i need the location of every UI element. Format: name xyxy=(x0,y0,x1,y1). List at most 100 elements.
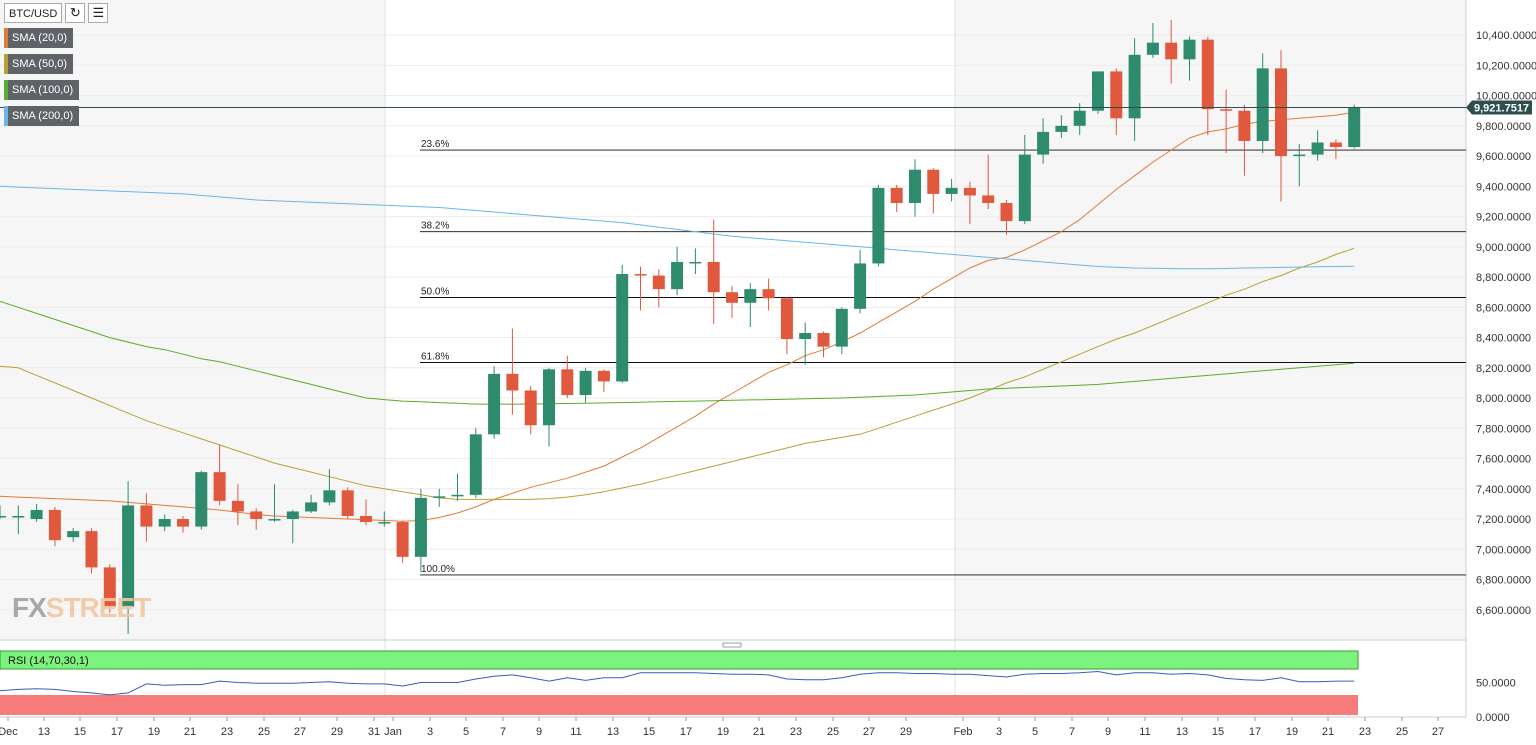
candle-body xyxy=(652,275,665,290)
candle-body xyxy=(323,490,336,503)
candle-body xyxy=(1311,142,1324,155)
candle-body xyxy=(1329,142,1342,148)
symbol-label[interactable]: BTC/USD xyxy=(4,3,63,23)
sma-line xyxy=(0,247,1355,500)
x-tick-label: 15 xyxy=(74,726,86,738)
y-tick-label: 6,800.0000 xyxy=(1476,575,1531,587)
legend-sma-20[interactable]: SMA (20,0) xyxy=(4,28,74,48)
legend-sma-200[interactable]: SMA (200,0) xyxy=(4,106,80,126)
x-tick-label: 23 xyxy=(1359,726,1371,738)
candle-body xyxy=(909,169,921,203)
last-price-tag xyxy=(1466,100,1532,115)
candle-body xyxy=(469,434,482,495)
y-tick-label: 7,600.0000 xyxy=(1476,454,1531,466)
candle-body xyxy=(1348,107,1361,148)
rsi-legend-label[interactable]: RSI (14,70,30,1) xyxy=(8,655,89,667)
candle-body xyxy=(122,505,135,607)
candle-body xyxy=(597,370,610,382)
candle-body xyxy=(634,274,647,276)
fib-level-label: 38.2% xyxy=(421,221,449,232)
legend-sma-50[interactable]: SMA (50,0) xyxy=(4,54,74,74)
y-tick-label: 7,200.0000 xyxy=(1476,514,1531,526)
refresh-icon[interactable]: ↻ xyxy=(65,3,86,23)
sma-line xyxy=(0,185,1355,270)
x-tick-label: 27 xyxy=(863,726,875,738)
fib-level-label: 61.8% xyxy=(421,352,449,363)
candle-body xyxy=(1146,42,1159,55)
x-tick-label: 29 xyxy=(331,726,343,738)
y-tick-label: 9,800.0000 xyxy=(1476,121,1531,133)
rsi-tick-label: 50.0000 xyxy=(1476,678,1516,690)
candle-body xyxy=(195,472,208,527)
x-tick-label: 23 xyxy=(221,726,233,738)
x-tick-label: 3 xyxy=(427,726,433,738)
fib-level-label: 50.0% xyxy=(421,286,449,297)
legend-swatch xyxy=(4,80,8,100)
candle-body xyxy=(524,390,537,426)
logo-part2: STREET xyxy=(45,592,151,623)
x-tick-label: 25 xyxy=(827,726,839,738)
x-tick-label: 31 xyxy=(368,726,380,738)
candle-body xyxy=(488,373,501,435)
candle-body xyxy=(1201,39,1214,110)
x-tick-label: Dec xyxy=(0,726,18,738)
candle-body xyxy=(744,289,757,303)
candle-body xyxy=(158,519,171,527)
y-tick-label: 10,000.0000 xyxy=(1476,91,1536,103)
y-tick-label: 7,000.0000 xyxy=(1476,544,1531,556)
candle-body xyxy=(231,500,244,512)
legend-label: SMA (200,0) xyxy=(12,110,74,122)
candle-body xyxy=(177,519,189,527)
x-tick-label: 19 xyxy=(717,726,729,738)
x-tick-label: Jan xyxy=(384,726,402,738)
candle-body xyxy=(854,263,867,309)
chart-toolbar: BTC/USD ↻ ☰ xyxy=(4,3,109,23)
candle-body xyxy=(103,567,116,607)
x-tick-label: 15 xyxy=(643,726,655,738)
x-tick-label: 5 xyxy=(1032,726,1038,738)
candle-body xyxy=(1165,42,1178,60)
x-tick-label: 17 xyxy=(1249,726,1261,738)
x-tick-label: 13 xyxy=(607,726,619,738)
y-tick-label: 10,400.0000 xyxy=(1476,30,1536,42)
fib-level-label: 100.0% xyxy=(421,564,455,575)
candle-body xyxy=(817,333,830,347)
x-tick-label: 25 xyxy=(258,726,270,738)
candle-body xyxy=(12,516,25,518)
candle-body xyxy=(268,519,281,521)
candle-body xyxy=(872,187,885,264)
candle-body xyxy=(30,509,43,520)
candle-body xyxy=(1275,68,1287,157)
candle-body xyxy=(671,261,684,290)
y-tick-label: 9,200.0000 xyxy=(1476,212,1531,224)
candle-body xyxy=(945,187,958,194)
candle-body xyxy=(250,511,263,520)
candle-body xyxy=(1000,202,1013,222)
fib-level-label: 23.6% xyxy=(421,139,449,150)
x-tick-label: 9 xyxy=(536,726,542,738)
last-price-label: 9,921.7517 xyxy=(1474,102,1529,114)
candle-body xyxy=(433,496,446,498)
legend-swatch xyxy=(4,106,8,126)
rsi-line xyxy=(0,670,1355,696)
x-tick-label: 7 xyxy=(500,726,506,738)
indicator-settings-icon[interactable]: ☰ xyxy=(88,3,109,23)
sma-line xyxy=(0,111,1355,522)
candle-body xyxy=(414,497,427,557)
y-tick-label: 8,000.0000 xyxy=(1476,393,1531,405)
x-tick-label: Feb xyxy=(954,726,973,738)
rsi-tick-label: 0.0000 xyxy=(1476,712,1510,724)
x-tick-label: 11 xyxy=(1139,726,1150,738)
x-tick-label: 3 xyxy=(996,726,1002,738)
x-tick-label: 5 xyxy=(463,726,469,738)
candle-body xyxy=(762,289,775,299)
candle-body xyxy=(1220,109,1233,111)
x-tick-label: 17 xyxy=(111,726,123,738)
x-tick-label: 19 xyxy=(1286,726,1298,738)
x-tick-label: 27 xyxy=(294,726,306,738)
candle-body xyxy=(707,261,720,293)
legend-sma-100[interactable]: SMA (100,0) xyxy=(4,80,80,100)
candle-body xyxy=(927,169,940,194)
candle-body xyxy=(213,472,226,501)
